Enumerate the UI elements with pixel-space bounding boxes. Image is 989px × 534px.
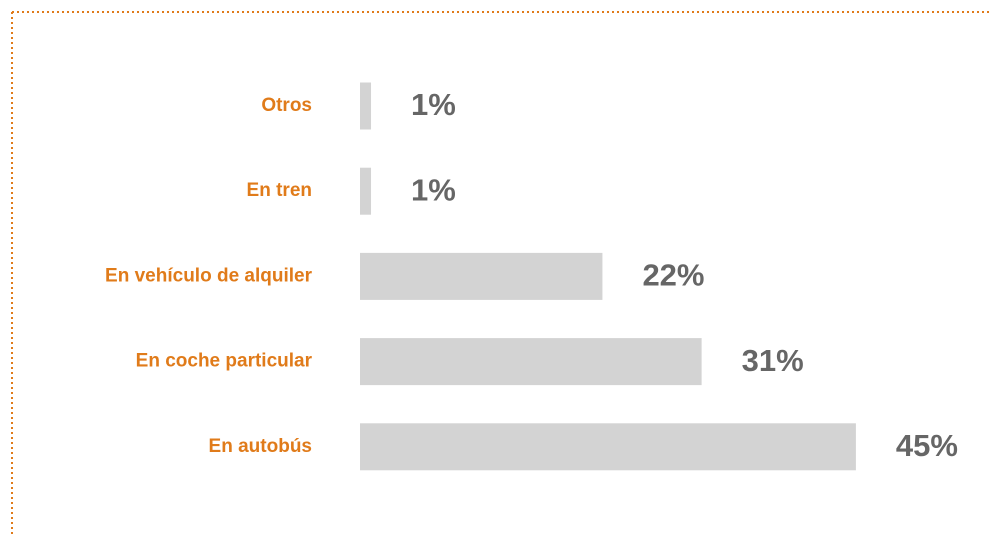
bar <box>360 167 372 215</box>
category-label: En autobús <box>209 436 312 457</box>
category-label: En vehículo de alquiler <box>105 265 313 286</box>
category-label: En tren <box>247 180 312 201</box>
value-label: 31% <box>742 343 804 378</box>
category-label: En coche particular <box>136 351 313 372</box>
value-label: 45% <box>896 428 958 463</box>
bar <box>360 338 702 386</box>
value-label: 1% <box>411 172 456 207</box>
value-label: 1% <box>411 87 456 122</box>
bar <box>360 252 603 300</box>
bar <box>360 82 372 130</box>
value-label: 22% <box>642 258 704 293</box>
bar <box>360 423 856 471</box>
category-label: Otros <box>261 95 312 116</box>
